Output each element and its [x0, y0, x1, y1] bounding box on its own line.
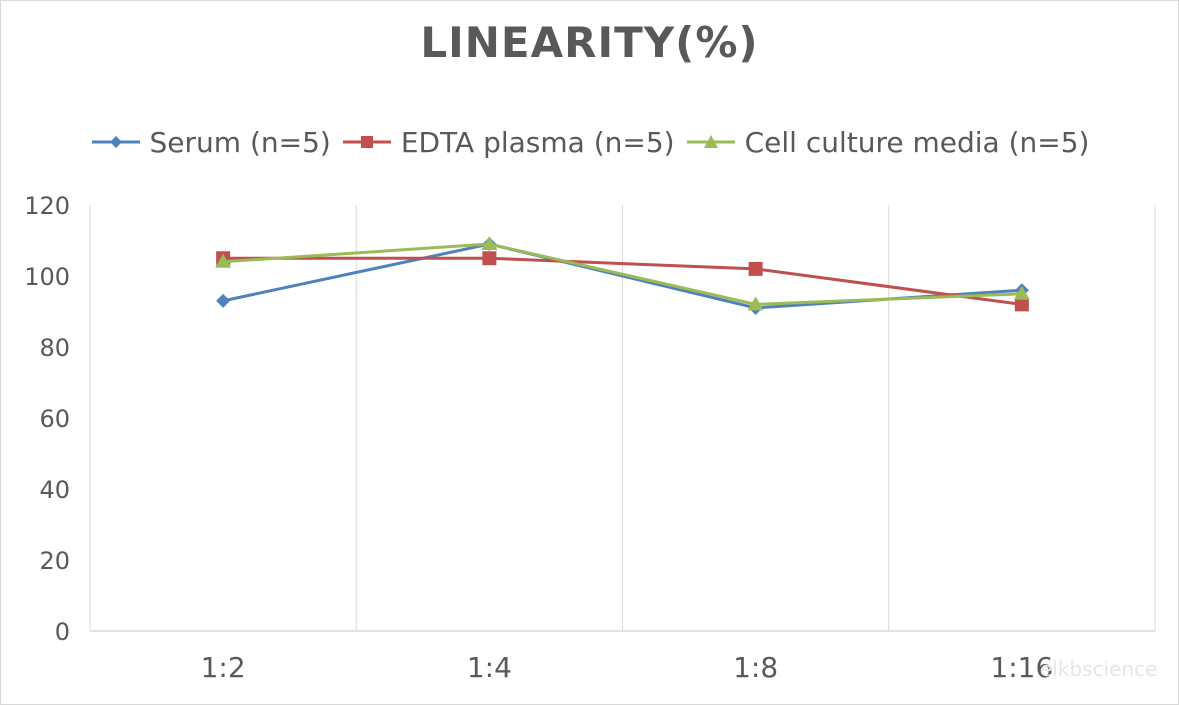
data-point: [481, 236, 498, 251]
x-tick-label: 1:16: [990, 651, 1053, 684]
data-point: [747, 296, 764, 311]
x-tick-label: 1:2: [201, 651, 246, 684]
y-tick-label: 0: [55, 618, 70, 646]
data-point: [482, 251, 497, 266]
y-tick-label: 100: [24, 263, 70, 291]
series-line: [223, 242, 1022, 306]
legend-marker-serum: [91, 136, 140, 148]
legend-marker-edta-plasma: [342, 136, 391, 148]
data-point: [216, 293, 231, 308]
x-tick-label: 1:4: [467, 651, 512, 684]
legend-marker-cell-culture-media: [686, 135, 735, 148]
data-point: [1014, 297, 1029, 312]
x-tick-label: 1:8: [733, 651, 778, 684]
y-tick-label: 20: [39, 547, 70, 575]
legend-item-edta-plasma: EDTA plasma (n=5): [341, 126, 675, 159]
legend-label-edta-plasma: EDTA plasma (n=5): [400, 125, 675, 159]
y-tick-label: 40: [39, 476, 70, 504]
data-point: [748, 261, 763, 276]
watermark: elkbscience: [1040, 657, 1158, 681]
data-point: [215, 253, 232, 268]
legend-label-cell-culture-media: Cell culture media (n=5): [744, 125, 1090, 159]
y-tick-label: 60: [39, 405, 70, 433]
y-tick-label: 120: [24, 192, 70, 220]
legend-item-cell-culture-media: Cell culture media (n=5): [685, 125, 1090, 159]
chart-title: LINEARITY(%): [420, 18, 759, 67]
legend-label-serum: Serum (n=5): [149, 125, 331, 159]
series-line: [223, 256, 1023, 306]
legend-item-serum: Serum (n=5): [90, 126, 331, 159]
legend: Serum (n=5) EDTA plasma (n=5) Cell cultu…: [0, 120, 1179, 164]
y-tick-label: 80: [39, 334, 70, 362]
data-point: [1013, 285, 1030, 300]
